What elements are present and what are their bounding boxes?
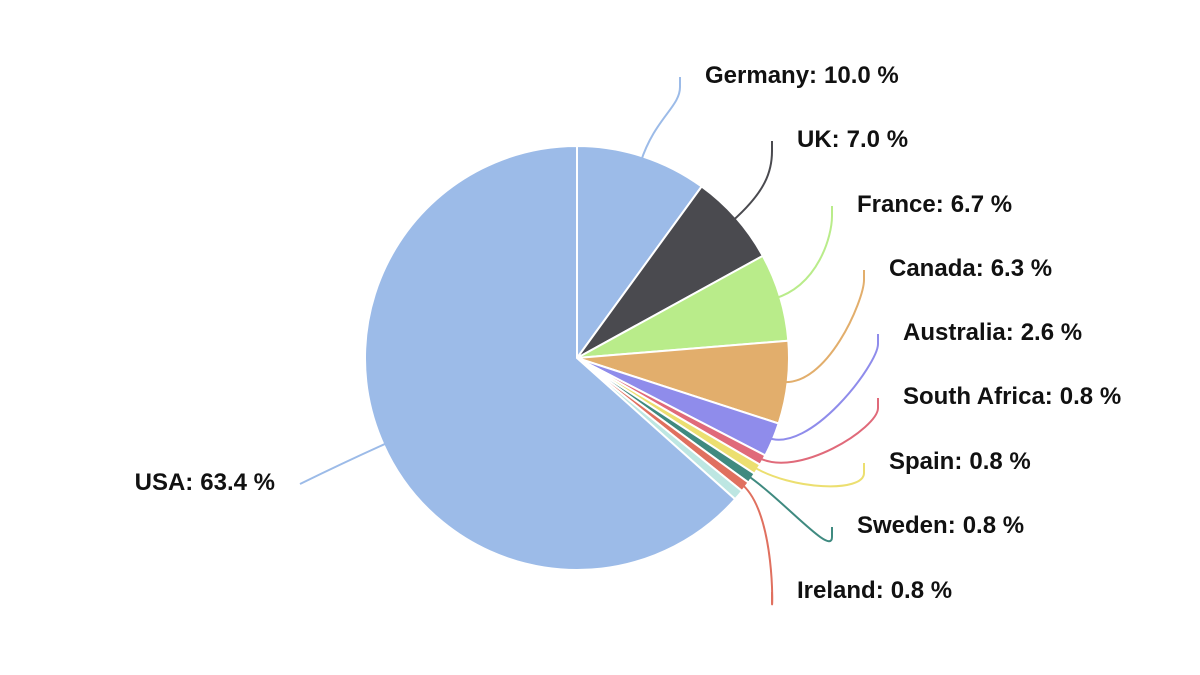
leader-line [730, 141, 773, 223]
leader-line [781, 270, 865, 383]
category-label: UK: [797, 126, 840, 153]
value-label: 6.3 % [991, 255, 1052, 282]
leader-line [639, 77, 681, 163]
slice-label: UK: 7.0 % [797, 126, 908, 153]
value-label: 7.0 % [847, 126, 908, 153]
leader-line [766, 334, 879, 441]
slice-label: Spain: 0.8 % [889, 448, 1031, 475]
leader-line [773, 206, 833, 300]
value-label: 0.8 % [891, 577, 952, 604]
value-label: 0.8 % [1060, 383, 1121, 410]
slice-label: USA: 63.4 % [135, 469, 275, 496]
slice-label: Germany: 10.0 % [705, 62, 899, 89]
value-label: 0.8 % [969, 448, 1030, 475]
category-label: Ireland: [797, 577, 884, 604]
category-label: Spain: [889, 448, 962, 475]
leader-line [746, 474, 833, 543]
value-label: 63.4 % [200, 469, 275, 496]
category-label: Canada: [889, 255, 984, 282]
category-label: Germany: [705, 62, 817, 89]
value-label: 2.6 % [1021, 319, 1082, 346]
leader-line [751, 463, 865, 488]
slice-label: Ireland: 0.8 % [797, 577, 952, 604]
category-label: France: [857, 191, 944, 218]
category-label: Australia: [903, 319, 1014, 346]
slice-label: France: 6.7 % [857, 191, 1012, 218]
value-label: 10.0 % [824, 62, 899, 89]
slice-label: Canada: 6.3 % [889, 255, 1052, 282]
category-label: South Africa: [903, 383, 1053, 410]
value-label: 6.7 % [951, 191, 1012, 218]
value-label: 0.8 % [963, 512, 1024, 539]
leader-line [739, 482, 774, 606]
slice-label: Australia: 2.6 % [903, 319, 1082, 346]
leader-line [757, 398, 879, 464]
category-label: USA: [135, 469, 194, 496]
leader-line [299, 441, 390, 485]
slice-label: South Africa: 0.8 % [903, 383, 1121, 410]
slice-label: Sweden: 0.8 % [857, 512, 1024, 539]
category-label: Sweden: [857, 512, 956, 539]
